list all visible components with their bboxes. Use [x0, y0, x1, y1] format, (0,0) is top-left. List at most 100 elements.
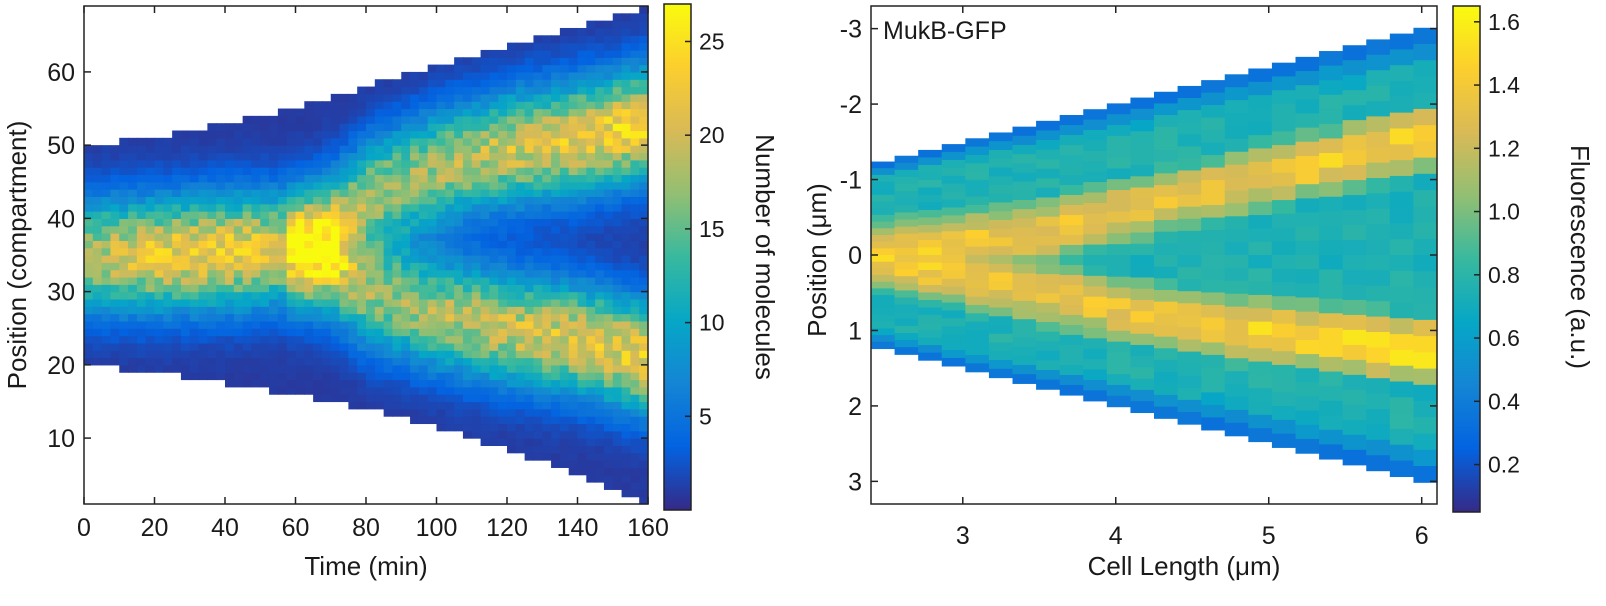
heatmap-cell: [621, 247, 631, 256]
heatmap-cell: [101, 357, 112, 366]
heatmap-cell: [595, 379, 605, 388]
heatmap-cell: [480, 233, 490, 241]
heatmap-cell: [603, 167, 614, 176]
heatmap-cell: [603, 159, 614, 168]
heatmap-cell: [410, 123, 420, 132]
heatmap-cell: [436, 320, 446, 329]
heatmap-cell: [471, 203, 482, 212]
heatmap-cell: [374, 372, 385, 381]
heatmap-cell: [330, 284, 341, 293]
heatmap-cell: [136, 225, 147, 234]
heatmap-cell: [374, 86, 385, 95]
heatmap-cell: [374, 181, 385, 190]
heatmap-cell: [1413, 238, 1438, 256]
heatmap-cell: [559, 130, 570, 139]
heatmap-cell: [1201, 255, 1226, 269]
heatmap-cell: [524, 49, 535, 58]
heatmap-cell: [489, 284, 499, 293]
heatmap-cell: [515, 364, 526, 373]
heatmap-cell: [586, 79, 596, 88]
heatmap-cell: [172, 298, 182, 307]
heatmap-cell: [445, 196, 455, 205]
heatmap-cell: [180, 152, 191, 161]
heatmap-cell: [462, 57, 473, 66]
heatmap-cell: [871, 295, 896, 303]
heatmap-cell: [198, 130, 208, 139]
heatmap-cell: [965, 305, 990, 314]
heatmap-cell: [1154, 196, 1179, 209]
heatmap-cell: [489, 372, 499, 381]
heatmap-cell: [639, 313, 649, 322]
heatmap-cell: [639, 276, 649, 285]
heatmap-cell: [454, 101, 464, 110]
heatmap-cell: [471, 64, 482, 73]
heatmap-cell: [559, 306, 570, 315]
heatmap-cell: [445, 401, 455, 410]
heatmap-cell: [136, 145, 147, 154]
heatmap-cell: [180, 328, 191, 337]
heatmap-cell: [410, 386, 420, 395]
heatmap-cell: [410, 335, 420, 344]
heatmap-cell: [410, 196, 420, 205]
heatmap-cell: [260, 225, 270, 234]
heatmap-cell: [251, 211, 261, 219]
heatmap-cell: [524, 71, 535, 80]
heatmap-cell: [128, 145, 138, 154]
heatmap-cell: [603, 452, 614, 461]
heatmap-cell: [1154, 348, 1179, 361]
heatmap-cell: [172, 284, 182, 293]
heatmap-cell: [1366, 208, 1391, 225]
heatmap-cell: [92, 240, 103, 249]
heatmap-cell: [1224, 87, 1249, 101]
heatmap-cell: [515, 79, 526, 88]
heatmap-cell: [524, 386, 535, 395]
heatmap-cell: [559, 225, 570, 234]
heatmap-cell: [1319, 225, 1344, 242]
heatmap-cell: [1154, 173, 1179, 186]
heatmap-cell: [498, 423, 508, 432]
heatmap-cell: [225, 123, 235, 132]
heatmap-cell: [392, 269, 402, 278]
heatmap-cell: [110, 167, 120, 176]
heatmap-cell: [339, 137, 349, 146]
heatmap-cell: [383, 203, 394, 212]
heatmap-cell: [383, 93, 394, 102]
heatmap-cell: [551, 101, 561, 110]
heatmap-cell: [163, 262, 173, 271]
heatmap-cell: [577, 313, 587, 322]
heatmap-cell: [1248, 321, 1273, 336]
heatmap-cell: [639, 438, 649, 447]
heatmap-cell: [128, 298, 138, 307]
heatmap-cell: [1012, 337, 1037, 348]
heatmap-cell: [286, 276, 297, 285]
heatmap-cell: [180, 233, 191, 241]
heatmap-cell: [119, 357, 129, 366]
heatmap-cell: [524, 394, 535, 403]
heatmap-cell: [1106, 211, 1132, 224]
heatmap-cell: [84, 189, 94, 198]
heatmap-cell: [1106, 103, 1132, 115]
heatmap-cell: [207, 152, 217, 161]
heatmap-cell: [418, 372, 429, 381]
heatmap-cell: [180, 225, 191, 234]
heatmap-cell: [1295, 212, 1320, 228]
heatmap-cell: [330, 306, 341, 315]
heatmap-cell: [401, 79, 411, 88]
heatmap-cell: [92, 298, 103, 307]
heatmap-cell: [92, 262, 103, 271]
heatmap-cell: [260, 137, 270, 146]
heatmap-cell: [392, 240, 402, 249]
heatmap-cell: [330, 108, 341, 117]
heatmap-cell: [1295, 113, 1320, 129]
heatmap-cell: [401, 276, 411, 285]
heatmap-cell: [568, 167, 579, 176]
heatmap-cell: [357, 189, 367, 198]
heatmap-cell: [489, 423, 499, 432]
heatmap-cell: [418, 130, 429, 139]
heatmap-cell: [198, 203, 208, 212]
heatmap-cell: [1389, 270, 1415, 288]
heatmap-cell: [507, 57, 517, 66]
heatmap-cell: [295, 372, 305, 381]
heatmap-cell: [374, 298, 385, 307]
heatmap-cell: [313, 372, 323, 381]
